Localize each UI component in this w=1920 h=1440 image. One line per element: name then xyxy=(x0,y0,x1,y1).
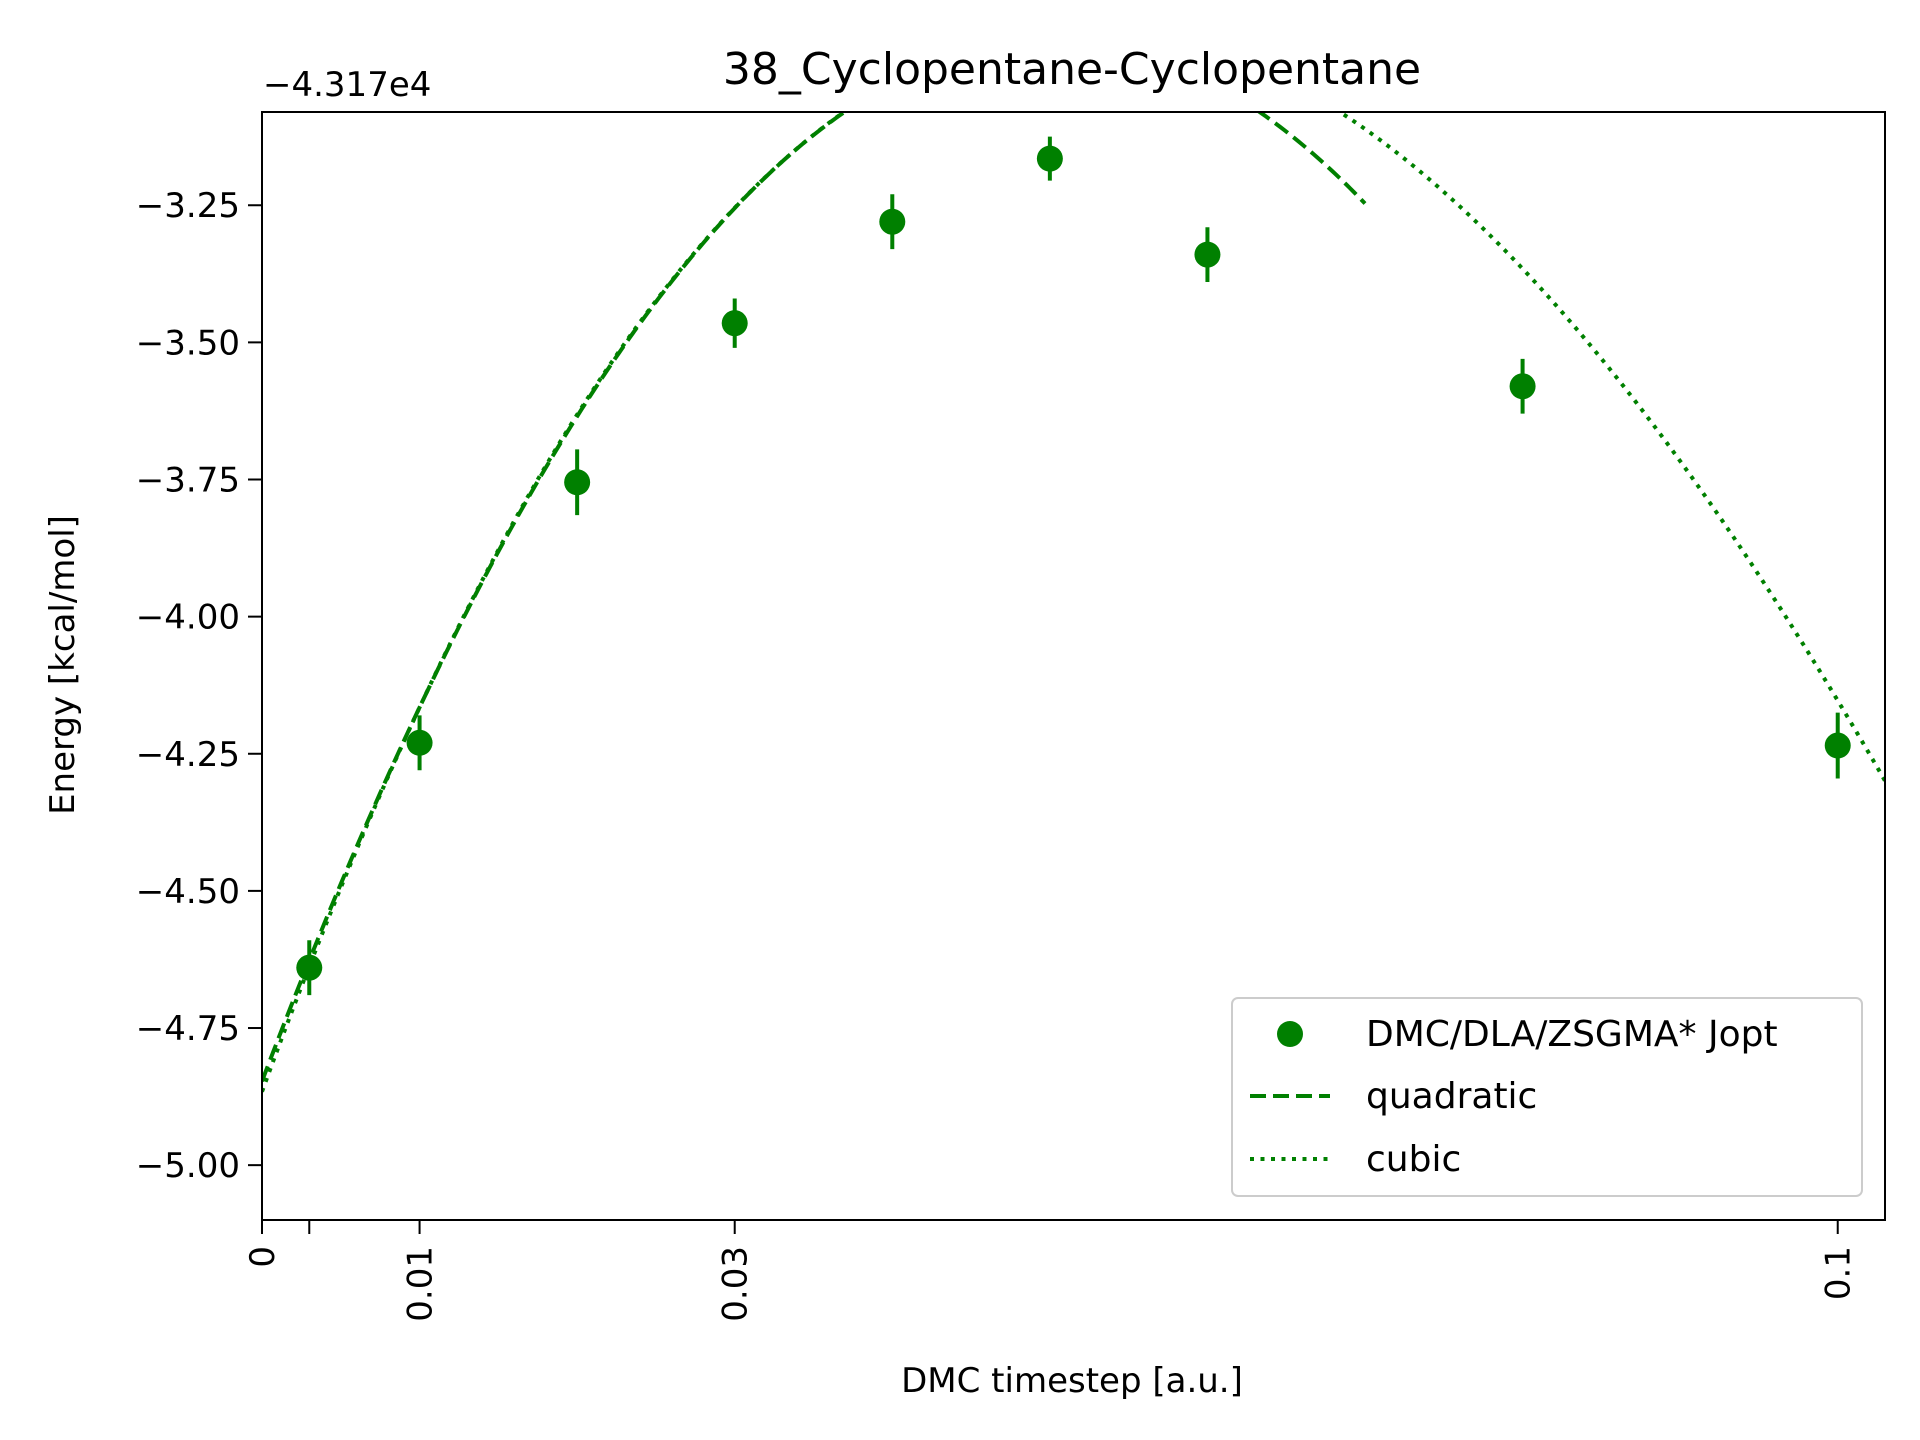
data-point-2 xyxy=(564,469,591,496)
y-offset-label: −4.317e4 xyxy=(263,65,431,105)
plot-area xyxy=(262,112,1885,1093)
data-point-0 xyxy=(296,954,323,981)
y-tick-label-1: −3.50 xyxy=(136,323,240,363)
y-tick-label-7: −5.00 xyxy=(136,1146,240,1186)
plot-frame xyxy=(261,111,1886,1221)
chart-title: 38_Cyclopentane-Cyclopentane xyxy=(723,44,1421,95)
y-tick-label-5: −4.50 xyxy=(136,872,240,912)
x-tick-label-3: 0.03 xyxy=(716,1246,756,1322)
legend-label-cubic: cubic xyxy=(1366,1139,1461,1180)
y-axis-label: Energy [kcal/mol] xyxy=(43,515,83,815)
x-tick-label-0: 0 xyxy=(243,1246,283,1268)
legend-label-dmc: DMC/DLA/ZSGMA* Jopt xyxy=(1366,1014,1778,1055)
legend-box xyxy=(1231,997,1863,1197)
y-axis-ticks: −3.25 −3.50 −3.75 −4.00 −4.25 −4.50 −4.75 −5.00 xyxy=(136,186,262,1186)
series-line-quadratic xyxy=(262,112,1367,1082)
data-point-1 xyxy=(406,729,433,756)
data-point-6 xyxy=(1194,241,1221,268)
y-tick-label-3: −4.00 xyxy=(136,598,240,638)
data-point-8 xyxy=(1824,732,1851,759)
legend: DMC/DLA/ZSGMA* Jopt quadratic cubic xyxy=(1231,997,1863,1197)
legend-label-quadratic: quadratic xyxy=(1366,1076,1537,1117)
y-tick-label-2: −3.75 xyxy=(136,461,240,501)
legend-marker-dmc xyxy=(1277,1021,1303,1047)
y-tick-label-0: −3.25 xyxy=(136,186,240,226)
data-point-7 xyxy=(1509,373,1536,400)
y-tick-label-4: −4.25 xyxy=(136,735,240,775)
data-point-3 xyxy=(721,310,748,337)
x-axis-label: DMC timestep [a.u.] xyxy=(901,1361,1243,1401)
x-tick-label-4: 0.1 xyxy=(1819,1246,1859,1300)
y-tick-label-6: −4.75 xyxy=(136,1009,240,1049)
x-axis-ticks: 0 0.01 0.03 0.1 xyxy=(243,1220,1859,1322)
data-point-4 xyxy=(879,208,906,235)
series-line-cubic xyxy=(262,112,1885,1093)
data-point-5 xyxy=(1036,145,1063,172)
x-tick-label-2: 0.01 xyxy=(401,1246,441,1322)
